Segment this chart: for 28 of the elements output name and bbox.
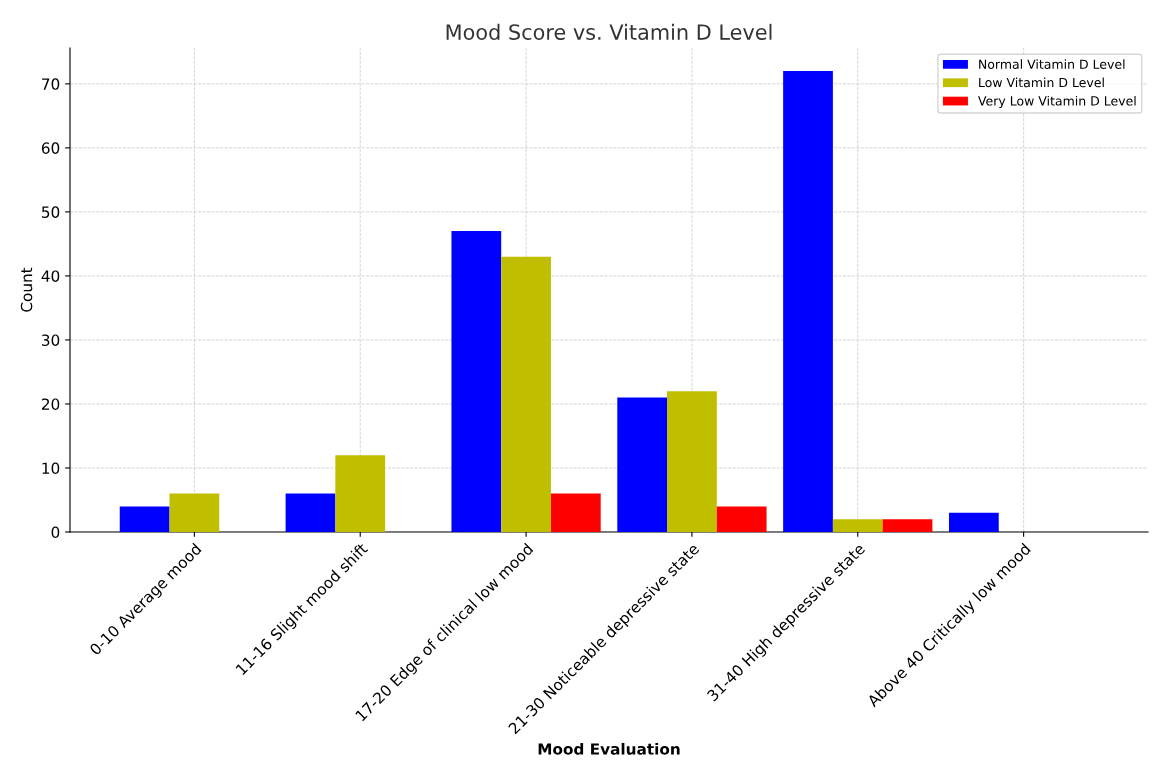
bar [617,397,668,532]
bar [832,519,883,532]
legend-label: Low Vitamin D Level [979,77,1104,88]
y-tick-label: 10 [42,462,60,474]
y-tick-label: 70 [42,78,60,90]
chart-title: Mood Score vs. Vitamin D Level [446,23,772,40]
x-axis-title: Mood Evaluation [538,742,680,755]
bar [882,519,933,532]
y-tick-label: 20 [41,398,60,410]
y-tick-label: 60 [41,142,60,154]
bar [285,493,336,532]
y-tick-label: 30 [42,334,60,346]
bar [783,71,833,532]
bar [119,506,170,532]
bar [667,391,717,532]
y-tick-label: 0 [51,526,60,539]
y-axis-title: Count [20,267,33,312]
bar [169,493,220,532]
bar [451,231,502,532]
y-tick-label: 40 [41,270,60,282]
bar [716,506,767,532]
bar [550,493,601,532]
bar [948,512,999,532]
y-tick-label: 50 [42,206,60,218]
legend-label: Very Low Vitamin D Level [978,95,1136,109]
bar [335,455,386,532]
legend-label: Normal Vitamin D Level [979,59,1125,69]
bar [501,256,551,532]
